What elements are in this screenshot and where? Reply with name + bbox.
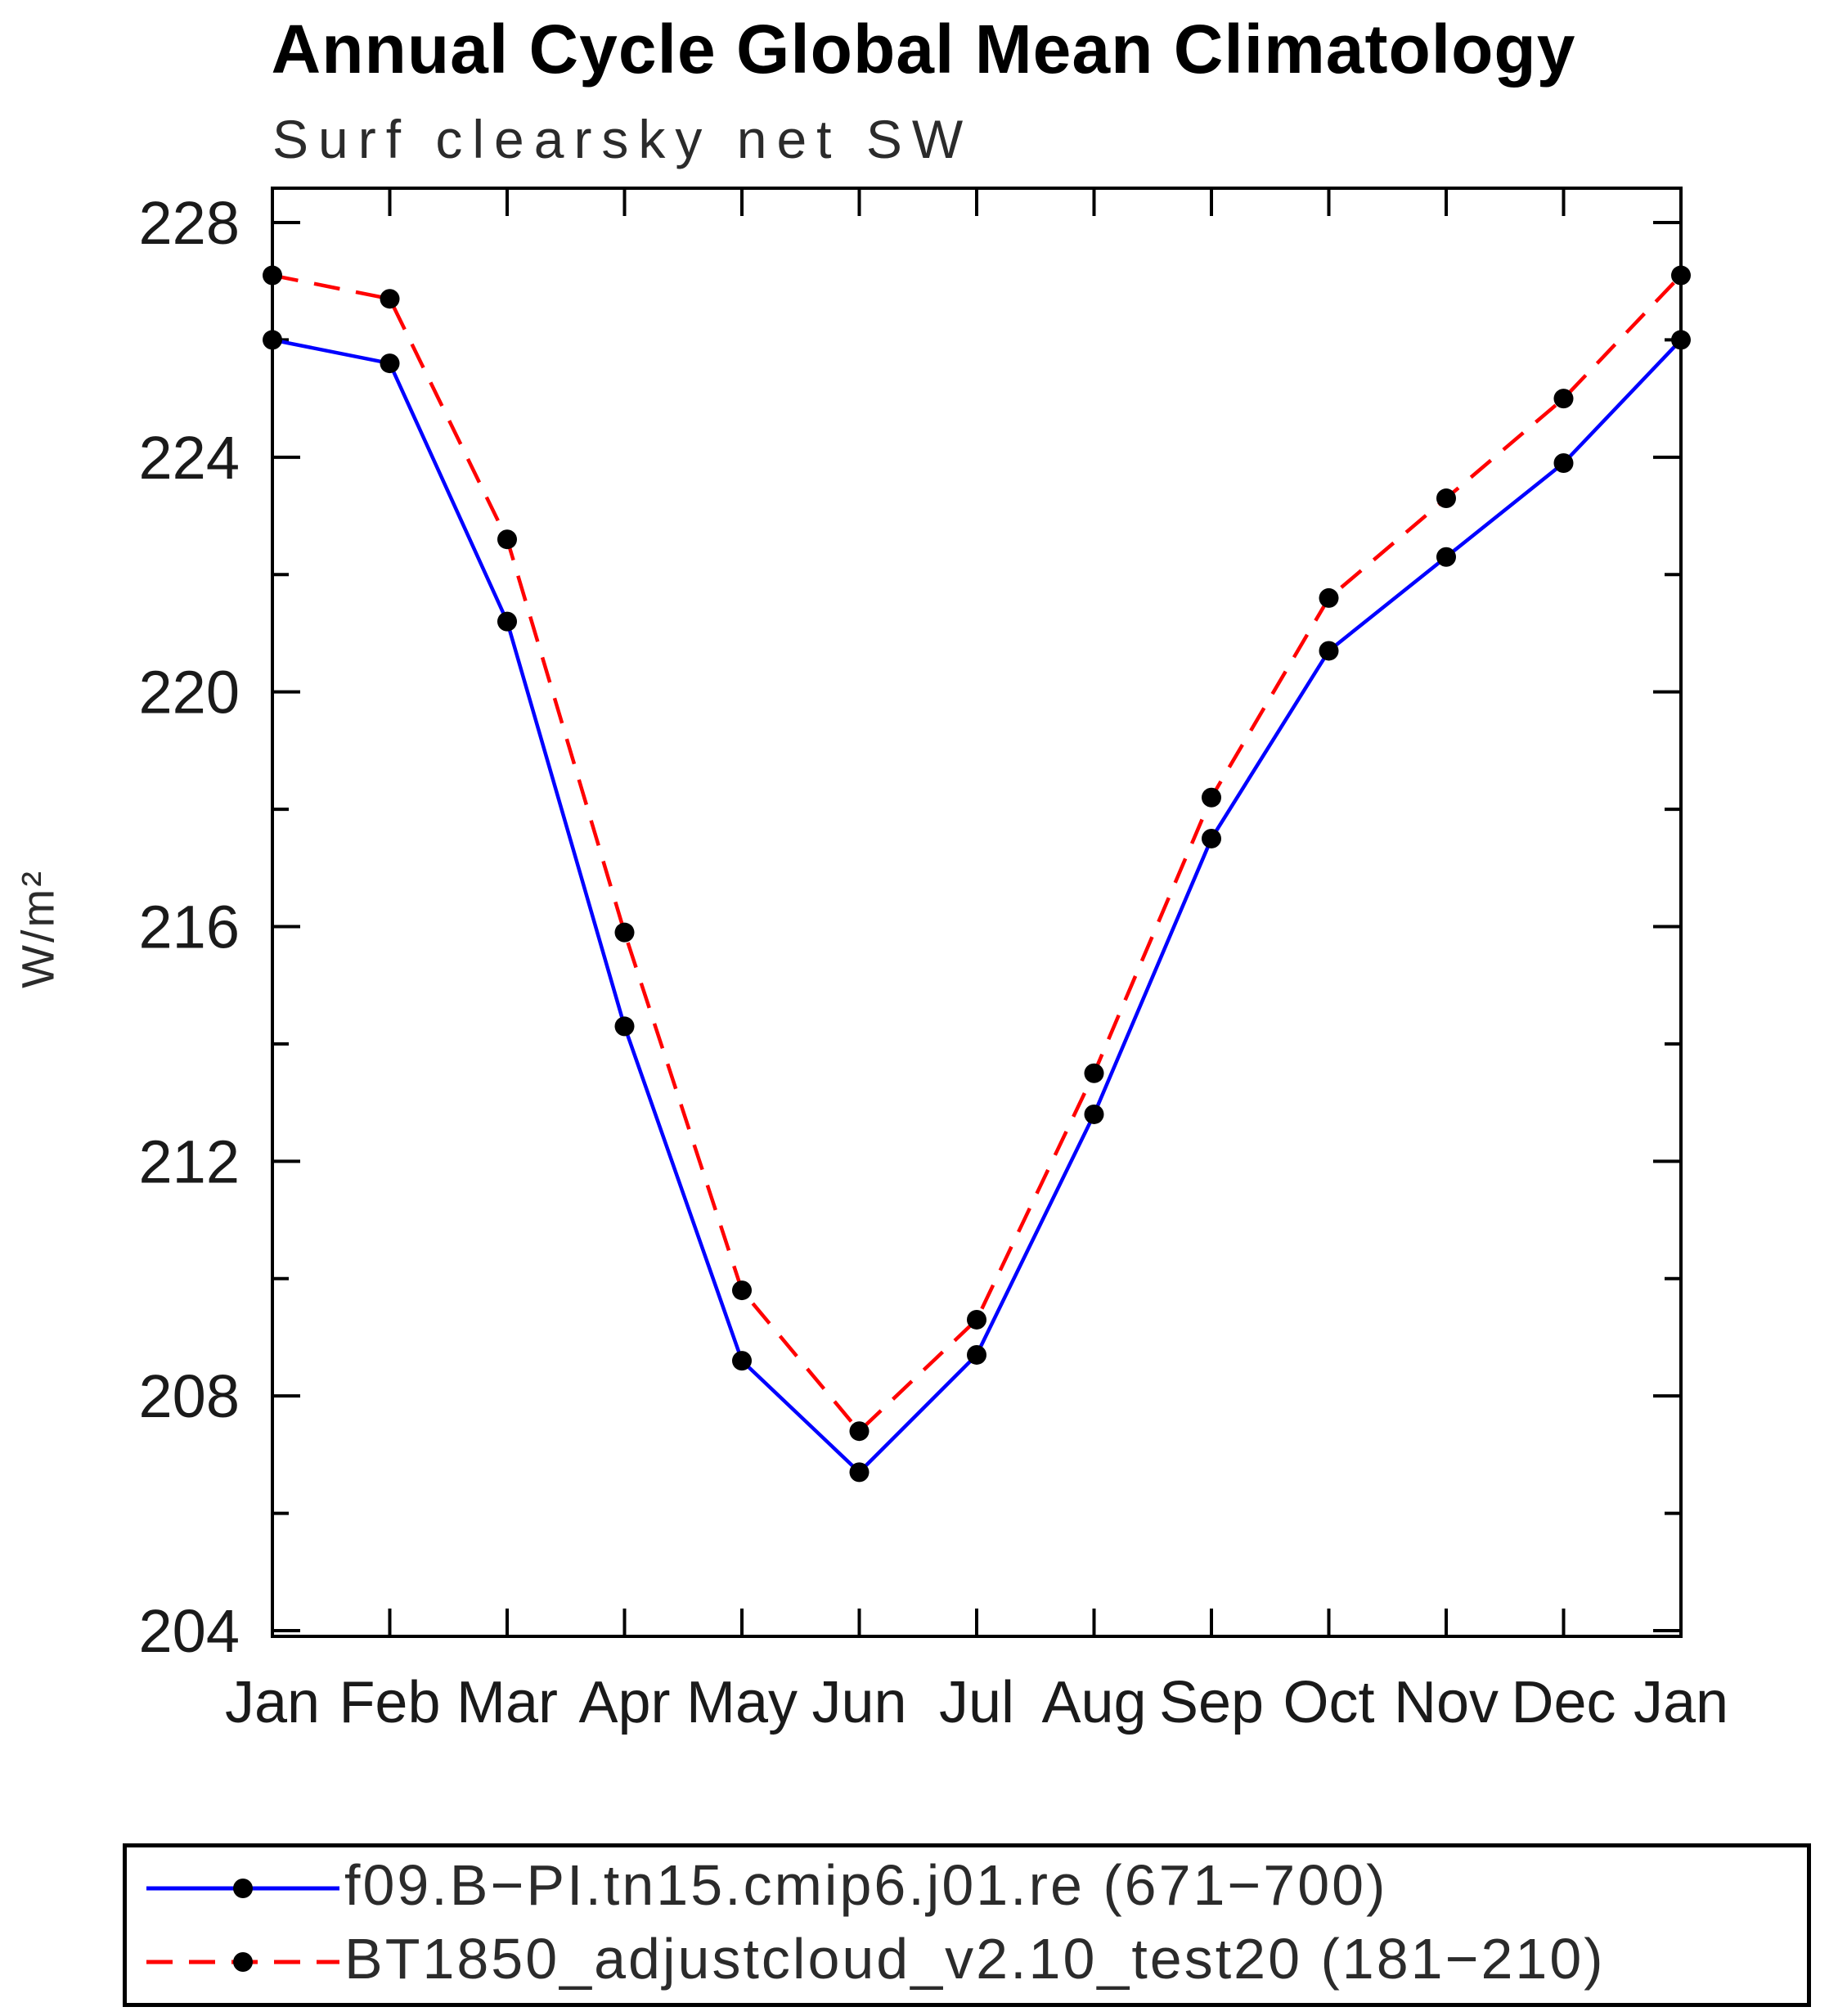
x-tick-label: Oct [1283, 1670, 1374, 1735]
plot-frame [271, 187, 1683, 1638]
legend-sample-marker [233, 1879, 253, 1898]
data-point-series-0 [380, 353, 400, 374]
legend-line-sample-blue [146, 1879, 339, 1898]
data-point-series-0 [1436, 547, 1456, 567]
data-point-series-0 [263, 330, 282, 350]
y-tick-label: 220 [139, 659, 240, 727]
data-point-series-1 [497, 529, 517, 550]
series-line-1 [272, 273, 1683, 1434]
chart-title: Annual Cycle Global Mean Climatology [271, 11, 1576, 88]
legend-label-series-0: f09.B−PI.tn15.cmip6.j01.re (671−700) [344, 1853, 1388, 1917]
data-point-series-1 [732, 1280, 752, 1301]
legend-box: f09.B−PI.tn15.cmip6.j01.re (671−700) BT1… [123, 1843, 1811, 2007]
data-point-series-0 [1319, 641, 1339, 661]
y-tick-label: 216 [139, 893, 240, 961]
y-tick-label: 212 [139, 1127, 240, 1195]
y-tick-label: 228 [139, 189, 240, 257]
data-point-series-0 [849, 1462, 870, 1483]
data-point-series-0 [1553, 453, 1574, 474]
data-point-series-1 [849, 1421, 870, 1442]
y-tick-label: 204 [139, 1597, 240, 1665]
data-point-series-1 [1671, 265, 1691, 286]
legend-sample-marker [233, 1952, 253, 1972]
legend-entry-series-1: BT1850_adjustcloud_v2.10_test20 (181−210… [146, 1927, 1807, 1995]
legend-line-sample-red [146, 1952, 339, 1972]
x-tick-label: Feb [339, 1670, 440, 1735]
data-point-series-0 [1202, 828, 1221, 848]
data-point-series-1 [1084, 1063, 1104, 1083]
series-line-0 [272, 338, 1683, 1475]
data-point-series-1 [1202, 787, 1221, 808]
data-point-series-1 [614, 922, 635, 943]
data-point-series-0 [1084, 1104, 1104, 1124]
x-tick-label: Mar [456, 1670, 558, 1735]
data-point-series-1 [380, 289, 400, 309]
x-tick-label: Apr [578, 1670, 670, 1735]
x-tick-label: Jan [1634, 1670, 1728, 1735]
data-point-series-0 [967, 1344, 986, 1365]
chart-subtitle: Surf clearsky net SW [272, 109, 973, 169]
data-point-series-1 [967, 1309, 986, 1330]
data-point-series-0 [614, 1016, 635, 1037]
x-tick-label: May [686, 1670, 798, 1735]
x-tick-label: Dec [1511, 1670, 1616, 1735]
data-point-series-0 [732, 1351, 752, 1371]
data-point-series-1 [1319, 587, 1339, 608]
x-tick-label: Jun [811, 1670, 906, 1735]
x-tick-label: Jan [225, 1670, 320, 1735]
data-point-series-0 [1671, 330, 1691, 350]
data-point-series-1 [1553, 389, 1574, 409]
data-point-series-1 [263, 265, 282, 286]
y-tick-label: 208 [139, 1362, 240, 1430]
data-point-series-0 [497, 611, 517, 632]
x-tick-label: Jul [939, 1670, 1014, 1735]
x-tick-label: Nov [1394, 1670, 1499, 1735]
y-tick-label: 224 [139, 424, 240, 492]
x-tick-label: Aug [1041, 1670, 1146, 1735]
legend-entry-series-0: f09.B−PI.tn15.cmip6.j01.re (671−700) [146, 1853, 1807, 1921]
legend-label-series-1: BT1850_adjustcloud_v2.10_test20 (181−210… [344, 1927, 1606, 1991]
data-point-series-1 [1436, 488, 1456, 509]
x-tick-label: Sep [1159, 1670, 1264, 1735]
